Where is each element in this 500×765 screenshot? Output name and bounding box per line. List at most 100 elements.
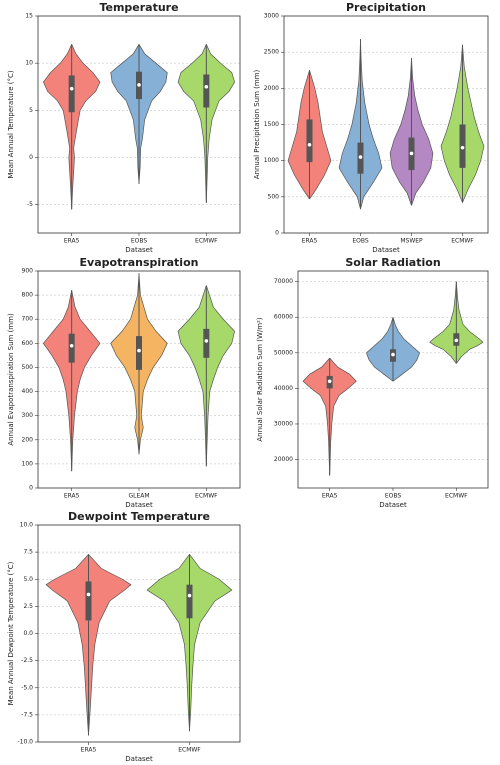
y-tick-label: 100 (22, 460, 34, 467)
violin-outline (110, 273, 140, 455)
violin-body (43, 290, 72, 472)
y-tick-label: 1500 (264, 121, 279, 128)
y-axis-label: Annual Solar Radiation Sum (W/m²) (256, 317, 264, 441)
median (69, 86, 74, 91)
x-tick-label: GLEAM (128, 493, 149, 500)
x-axis-label: Dataset (372, 246, 400, 254)
y-tick-label: 2000 (264, 85, 279, 92)
violin-outline (365, 317, 394, 382)
y-tick-label: 900 (22, 268, 34, 275)
violin-outline (462, 44, 485, 203)
x-tick-label: EOBS (385, 493, 402, 500)
y-tick-label: 300 (22, 412, 34, 419)
violin-body (147, 554, 190, 732)
median (409, 151, 414, 156)
y-tick-label: 5 (29, 107, 33, 114)
median (307, 142, 312, 147)
x-tick-label: MSWEP (400, 238, 423, 245)
median (327, 379, 332, 384)
x-tick-label: ERA5 (64, 493, 80, 500)
violin-body (189, 554, 232, 732)
violin-outline (440, 44, 463, 203)
x-axis-label: Dataset (125, 246, 153, 254)
chart-title: Temperature (99, 1, 178, 14)
y-tick-label: 0 (29, 485, 33, 492)
axes-frame (37, 524, 241, 743)
median (187, 593, 192, 598)
y-tick-label: 500 (22, 364, 34, 371)
box (186, 584, 193, 619)
violin-outline (302, 357, 331, 476)
x-tick-label: EOBS (352, 238, 369, 245)
y-tick-label: 5.0 (23, 576, 33, 583)
violin-outline (309, 70, 332, 200)
x-tick-label: ECMWF (451, 238, 474, 245)
violin-outline (205, 44, 235, 203)
violin-body (178, 44, 207, 203)
y-tick-label: 2500 (264, 49, 279, 56)
violin-outline (138, 273, 168, 455)
axes-frame (37, 270, 241, 489)
x-tick-label: ERA5 (302, 238, 318, 245)
chart-title: Evapotranspiration (80, 256, 199, 269)
violin-body (288, 70, 310, 199)
violin-body (46, 554, 89, 736)
y-tick-label: 2.5 (23, 603, 33, 610)
y-tick-label: 400 (22, 388, 34, 395)
x-axis-label: Dataset (125, 501, 153, 509)
violin-body (71, 290, 100, 472)
x-tick-label: ERA5 (81, 747, 97, 754)
median (358, 155, 363, 159)
violin-body (411, 57, 433, 206)
violin-body (88, 554, 131, 736)
y-tick-label: 600 (22, 340, 34, 347)
y-tick-label: 0 (275, 230, 279, 237)
violin-body (110, 44, 139, 184)
violin-body (456, 281, 483, 364)
y-axis-label: Annual Evapotranspiration Sum (mm) (7, 313, 15, 446)
box (306, 119, 313, 163)
y-tick-label: 50000 (274, 349, 293, 356)
axes-frame (297, 270, 489, 489)
violin-outline (42, 44, 73, 210)
violin-body (178, 285, 207, 467)
violin-body (339, 39, 361, 210)
violin-outline (189, 554, 233, 732)
violin-outline (329, 357, 357, 476)
box (68, 75, 75, 113)
violin-body (43, 44, 72, 210)
violin-outline (71, 44, 101, 210)
y-tick-label: -10.0 (17, 739, 33, 746)
x-tick-label: ERA5 (64, 238, 80, 245)
violin-outline (360, 39, 383, 210)
x-axis-label: Dataset (379, 501, 407, 509)
y-tick-label: -2.5 (21, 657, 33, 664)
y-tick-label: 40000 (274, 385, 293, 392)
y-tick-label: 0 (29, 154, 33, 161)
violin-body (71, 44, 100, 210)
x-axis-label: Dataset (125, 755, 153, 763)
y-tick-label: 200 (22, 436, 34, 443)
violin-body (360, 39, 382, 210)
box (203, 328, 210, 358)
y-axis-label: Annual Precipitation Sum (mm) (253, 69, 261, 179)
box (136, 336, 142, 370)
y-axis-label: Mean Annual Dewpoint Temperature (°C) (7, 561, 15, 705)
violin-body (139, 273, 168, 455)
median (454, 338, 459, 343)
violin-body (206, 44, 235, 203)
violin-body (309, 70, 331, 199)
y-tick-label: 30000 (274, 420, 293, 427)
x-tick-label: ECMWF (178, 747, 201, 754)
box (203, 74, 210, 108)
chart-title: Dewpoint Temperature (68, 510, 210, 523)
violin-body (303, 358, 330, 476)
violin-body (429, 281, 457, 364)
y-tick-label: 60000 (274, 314, 293, 321)
median (86, 592, 91, 597)
violin-outline (71, 290, 101, 472)
violin-outline (338, 39, 361, 210)
y-tick-label: 10 (25, 60, 33, 67)
x-tick-label: ECMWF (445, 493, 468, 500)
x-tick-label: ECMWF (195, 493, 218, 500)
